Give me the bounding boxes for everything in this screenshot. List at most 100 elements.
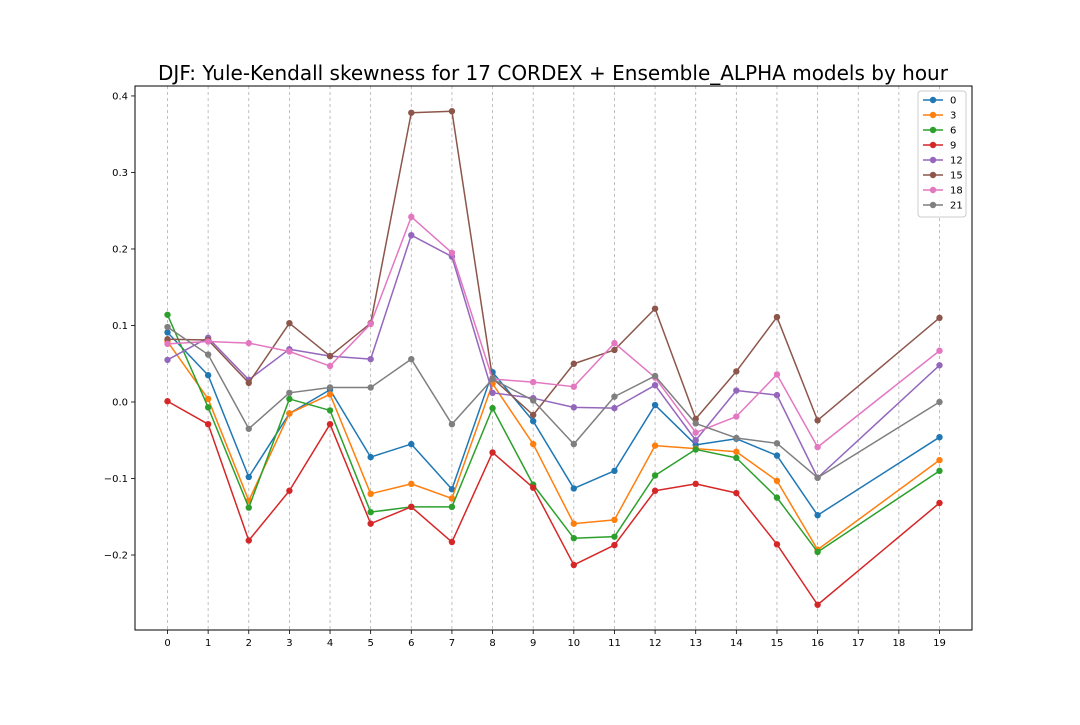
data-point [408, 440, 415, 448]
data-point [733, 413, 740, 420]
data-point [367, 490, 374, 498]
legend-label: 18 [950, 186, 963, 197]
data-point [733, 489, 740, 497]
data-point [773, 440, 781, 447]
legend-item: 0 [923, 96, 956, 107]
data-point [164, 356, 171, 364]
data-point [408, 503, 415, 511]
data-point [164, 336, 171, 343]
data-point [245, 473, 252, 481]
data-point [489, 389, 496, 397]
data-point [408, 213, 415, 221]
data-point [611, 404, 618, 412]
data-point [936, 467, 943, 475]
data-point [164, 398, 171, 405]
legend-label: 0 [950, 96, 956, 107]
x-tick-label: 12 [649, 638, 662, 649]
data-point [814, 474, 821, 481]
data-point [936, 314, 943, 322]
data-point [733, 448, 740, 455]
data-point [936, 433, 943, 441]
data-point [204, 420, 212, 428]
series-6 [164, 311, 943, 556]
data-point [408, 231, 415, 239]
series-line [167, 110, 940, 422]
data-point [611, 533, 618, 540]
x-tick-label: 10 [567, 638, 580, 649]
data-point [529, 484, 537, 491]
series-15 [164, 108, 943, 424]
data-point [570, 360, 578, 367]
axes: 0 1 2 3 4 5 6 7 8 9 10 11 12 13 14 15 16 17 18 19−0.2−0.10.… [104, 85, 973, 649]
data-point [204, 395, 212, 403]
x-tick-label: 19 [933, 638, 946, 649]
data-point [326, 362, 334, 370]
legend-box [917, 90, 967, 218]
series-line [167, 326, 940, 479]
data-point [611, 541, 618, 549]
series-line [167, 216, 940, 448]
y-tick-label: 0.1 [112, 321, 128, 332]
x-tick-label: 15 [771, 638, 784, 649]
x-tick-label: 16 [811, 638, 824, 649]
legend-item: 15 [923, 171, 963, 182]
data-point [489, 449, 496, 456]
data-point [367, 508, 374, 516]
data-point [651, 372, 659, 380]
series-line [166, 341, 940, 551]
x-tick-label: 17 [852, 638, 865, 649]
data-point [651, 442, 659, 449]
data-point [448, 420, 456, 428]
data-point [773, 391, 781, 399]
data-point [367, 453, 374, 461]
data-point [773, 477, 781, 485]
data-point [692, 429, 699, 436]
data-point [286, 395, 293, 403]
legend-marker [929, 111, 937, 119]
data-point [814, 548, 821, 556]
legend: 0 3 6 9 12 15 18 21 [917, 90, 967, 218]
y-tick-label: −0.1 [104, 474, 128, 485]
x-tick-label: 7 [449, 638, 455, 649]
legend-marker [929, 201, 937, 209]
x-tick-label: 8 [489, 638, 495, 649]
data-point [245, 379, 252, 387]
legend-label: 21 [950, 201, 963, 212]
x-tick-label: 9 [530, 638, 536, 649]
data-point [570, 383, 578, 390]
legend-marker [929, 96, 937, 104]
data-point [611, 346, 618, 354]
data-point [286, 319, 293, 327]
data-point [529, 378, 537, 386]
data-point [286, 487, 293, 494]
data-point [936, 398, 943, 406]
series-line [166, 331, 940, 516]
data-point [733, 387, 740, 394]
data-point [448, 486, 456, 493]
data-point [245, 537, 252, 544]
data-point [245, 504, 252, 511]
data-point [936, 362, 943, 369]
data-point [692, 480, 699, 488]
series-0 [164, 329, 943, 519]
data-point [286, 410, 293, 417]
data-point [326, 352, 334, 360]
data-point [367, 520, 374, 527]
data-point [733, 454, 740, 462]
legend-marker [929, 141, 937, 149]
data-point [611, 393, 618, 400]
data-point [204, 372, 212, 379]
data-point [408, 480, 415, 488]
data-point [408, 109, 415, 116]
data-point [448, 503, 456, 511]
data-point [651, 472, 659, 479]
data-point [570, 534, 578, 542]
data-point [204, 351, 212, 358]
data-point [245, 339, 252, 347]
data-point [164, 323, 171, 331]
data-point [326, 391, 334, 398]
legend-item: 18 [923, 186, 963, 197]
x-tick-label: 14 [730, 638, 743, 649]
data-point [733, 434, 740, 442]
